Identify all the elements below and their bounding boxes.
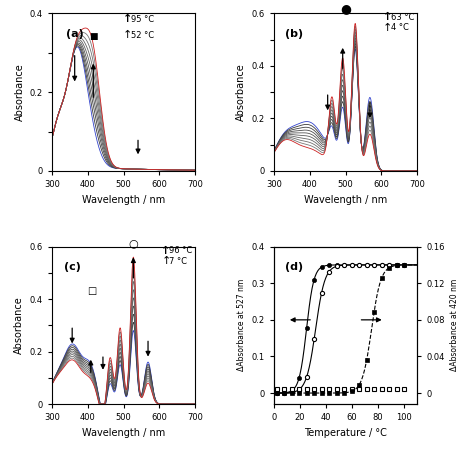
Text: ↑: ↑ <box>161 246 171 255</box>
Text: (d): (d) <box>285 262 303 273</box>
Text: 63 °C: 63 °C <box>391 13 414 22</box>
X-axis label: Temperature / °C: Temperature / °C <box>304 428 387 438</box>
Text: ↑: ↑ <box>123 14 132 24</box>
Text: ↑: ↑ <box>161 256 171 266</box>
Y-axis label: Absorbance: Absorbance <box>236 63 246 121</box>
Text: ↑: ↑ <box>383 23 392 33</box>
Text: 52 °C: 52 °C <box>131 31 154 40</box>
X-axis label: Wavelength / nm: Wavelength / nm <box>82 194 165 205</box>
Text: ○: ○ <box>128 238 138 248</box>
Text: 7 °C: 7 °C <box>169 256 187 265</box>
Text: □: □ <box>87 286 96 296</box>
Text: (a): (a) <box>66 29 84 39</box>
Y-axis label: Absorbance: Absorbance <box>14 296 24 354</box>
Text: 4 °C: 4 °C <box>391 23 409 32</box>
Text: (c): (c) <box>64 262 81 273</box>
Text: ●: ● <box>340 2 351 15</box>
Text: ↑: ↑ <box>383 13 392 22</box>
X-axis label: Wavelength / nm: Wavelength / nm <box>82 428 165 438</box>
Text: ■: ■ <box>90 32 98 41</box>
Y-axis label: Absorbance: Absorbance <box>14 63 25 121</box>
Y-axis label: ΔAbsorbance at 420 nm: ΔAbsorbance at 420 nm <box>450 279 459 371</box>
Text: 95 °C: 95 °C <box>131 15 154 24</box>
Text: ↑: ↑ <box>123 30 132 40</box>
Text: 96 °C: 96 °C <box>169 246 192 255</box>
X-axis label: Wavelength / nm: Wavelength / nm <box>304 194 387 205</box>
Text: (b): (b) <box>285 29 303 39</box>
Y-axis label: ΔAbsorbance at 527 nm: ΔAbsorbance at 527 nm <box>237 279 246 371</box>
